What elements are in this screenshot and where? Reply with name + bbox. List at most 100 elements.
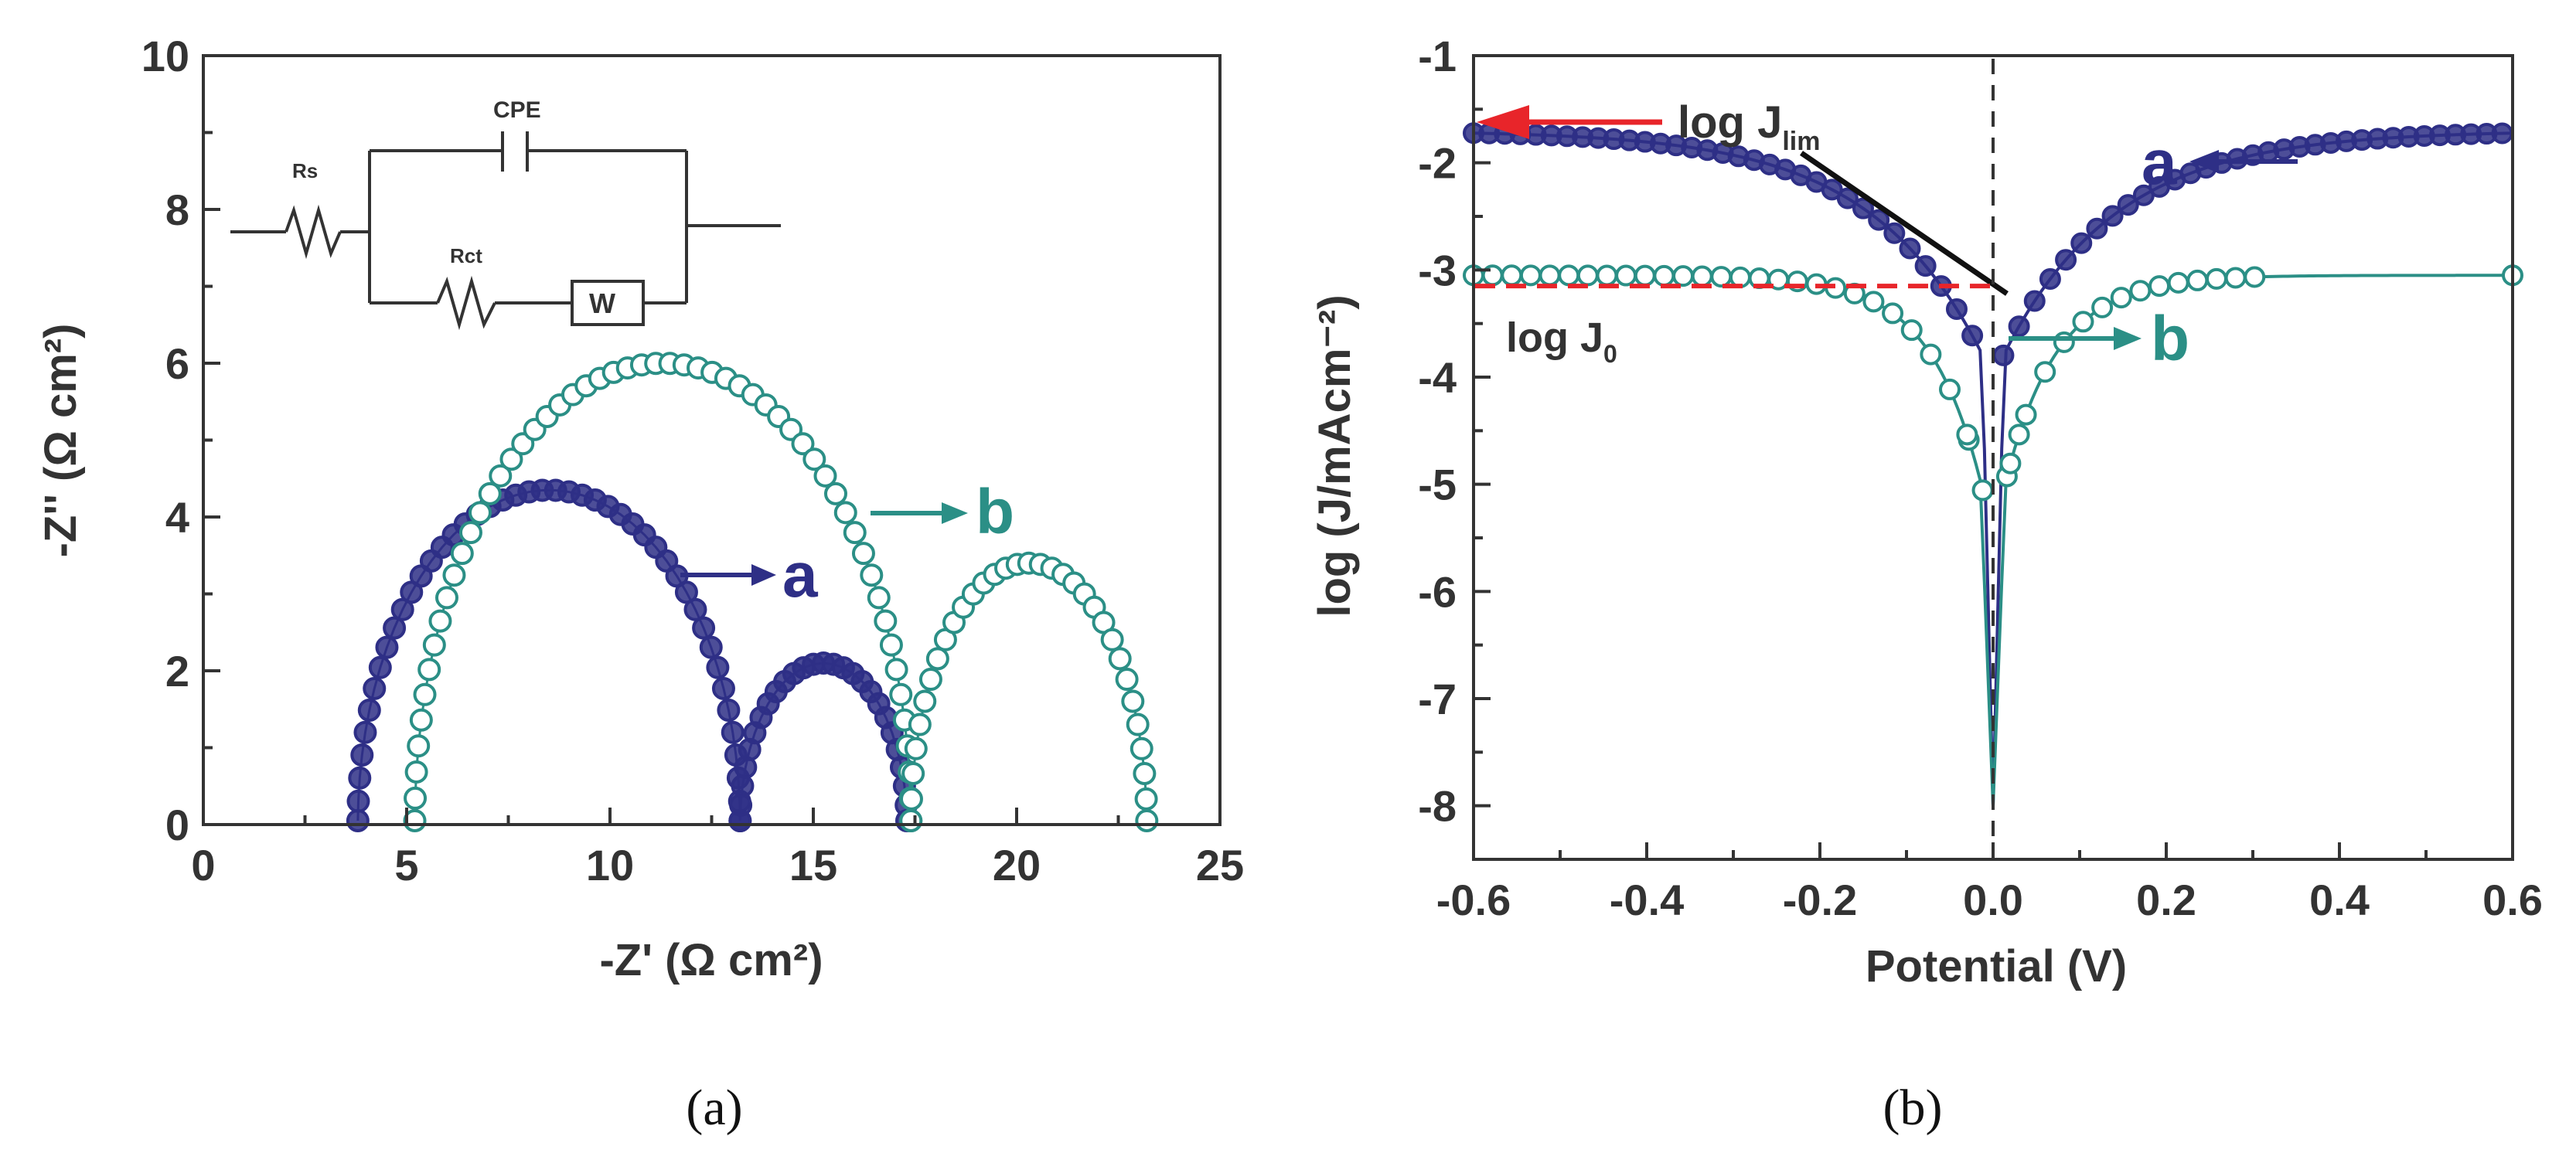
panel-a-point-a bbox=[699, 635, 723, 659]
log-j0-text: log J bbox=[1506, 315, 1603, 361]
panel-a-caption: (a) bbox=[686, 1080, 742, 1136]
panel-b-point-b bbox=[2008, 423, 2030, 446]
panel-b-point-a bbox=[1852, 197, 1874, 219]
panel-b-ticks: -0.6 -0.4 -0.2 0.0 0.2 0.4 0.6 -8 -7 -6 -5 -4 -3 -2 -1 bbox=[1418, 32, 2543, 924]
panel-b-point-b bbox=[1691, 265, 1713, 287]
panel-b-point-b bbox=[1519, 264, 1542, 287]
panel-b-x-axis-label: Potential (V) bbox=[1866, 941, 2127, 991]
panel-b-point-a bbox=[1868, 209, 1890, 231]
panel-b-point-b bbox=[1920, 343, 1942, 366]
panel-a-arrow-b bbox=[871, 502, 968, 524]
panel-a-point-b bbox=[404, 786, 428, 810]
panel-b-point-a bbox=[2055, 249, 2077, 271]
panel-b-y-tick-label: -5 bbox=[1418, 461, 1457, 509]
circuit-w-label: W bbox=[589, 287, 615, 319]
panel-b-x-tick-label: 0.2 bbox=[2136, 876, 2196, 924]
panel-a-point-b bbox=[489, 464, 513, 488]
panel-a-ticks: 0 5 10 15 20 25 0 2 4 6 8 10 bbox=[141, 32, 1244, 889]
panel-a-point-a bbox=[350, 743, 374, 767]
panel-a-point-b bbox=[823, 481, 847, 505]
log-jlim-red-arrow bbox=[1477, 105, 1662, 139]
panel-b-point-b bbox=[2053, 331, 2075, 353]
panel-b-point-a bbox=[2491, 122, 2513, 145]
panel-a-point-b bbox=[925, 647, 949, 671]
panel-a-y-tick-label: 6 bbox=[165, 339, 189, 388]
panel-b-point-a bbox=[2117, 194, 2139, 216]
panel-a-point-b bbox=[1121, 689, 1145, 713]
panel-a-point-b bbox=[867, 586, 891, 610]
panel-a-x-tick-label: 15 bbox=[789, 841, 837, 889]
panel-a-point-b bbox=[884, 658, 908, 682]
panel-b-x-tick-label: 0.6 bbox=[2482, 876, 2543, 924]
panel-b-point-a bbox=[2023, 290, 2046, 312]
panel-b-point-b bbox=[1558, 264, 1580, 287]
panel-b-point-a bbox=[2070, 232, 2093, 254]
log-jlim-pointer-line bbox=[1800, 151, 2009, 296]
equivalent-circuit-inset bbox=[230, 131, 781, 331]
panel-b-point-b bbox=[1882, 302, 1904, 325]
panel-b-point-b bbox=[2224, 267, 2247, 289]
panel-b-x-tick-label: 0.0 bbox=[1963, 876, 2023, 924]
log-jlim-label: log Jlim bbox=[1678, 97, 1820, 156]
panel-b-point-b bbox=[2148, 275, 2171, 298]
panel-b-point-b bbox=[2072, 311, 2094, 333]
panel-a-point-b bbox=[791, 432, 815, 456]
panel-a-point-b bbox=[899, 787, 923, 811]
panel-a-point-b bbox=[1130, 736, 1153, 760]
panel-b-point-b bbox=[1615, 264, 1637, 287]
panel-b-point-a bbox=[2101, 205, 2124, 227]
panel-a-point-b bbox=[442, 563, 466, 587]
panel-a-y-tick-label: 2 bbox=[165, 647, 189, 696]
panel-a-y-axis-label: -Z'' (Ω cm²) bbox=[36, 324, 86, 558]
panel-a-point-b bbox=[913, 689, 937, 713]
panel-a-point-b bbox=[417, 658, 441, 682]
panel-b-point-b bbox=[1501, 264, 1523, 287]
panel-a-eis-plot: 0 5 10 15 20 25 0 2 4 6 8 10 CPE Rs Rct W bbox=[36, 32, 1244, 1136]
panel-b-point-a bbox=[1914, 255, 1937, 277]
panel-a-y-tick-label: 10 bbox=[141, 32, 189, 80]
panel-b-point-a bbox=[2008, 315, 2030, 338]
panel-a-point-b bbox=[404, 760, 428, 784]
panel-a-point-b bbox=[851, 542, 875, 566]
panel-a-point-a bbox=[363, 676, 387, 700]
panel-a-point-b bbox=[1115, 668, 1139, 692]
panel-a-label-b: b bbox=[976, 477, 1014, 547]
panel-b-point-a bbox=[2039, 268, 2061, 291]
log-jlim-subscript: lim bbox=[1782, 127, 1820, 156]
panel-a-point-a bbox=[375, 635, 399, 659]
panel-b-label-a: a bbox=[2142, 128, 2178, 198]
circuit-cpe-label: CPE bbox=[493, 97, 541, 123]
panel-a-point-b bbox=[422, 633, 446, 657]
panel-b-series-a-line bbox=[1473, 131, 2513, 806]
panel-a-point-b bbox=[918, 668, 942, 692]
panel-a-point-a bbox=[729, 793, 753, 817]
panel-a-point-a bbox=[731, 774, 755, 798]
panel-b-point-b bbox=[1576, 264, 1599, 287]
panel-a-point-b bbox=[908, 713, 932, 736]
panel-a-point-b bbox=[860, 563, 884, 587]
panel-b-y-tick-label: -4 bbox=[1418, 353, 1457, 402]
panel-b-tafel-plot: -0.6 -0.4 -0.2 0.0 0.2 0.4 0.6 -8 -7 -6 -5 -4 -3 -2 -1… bbox=[1310, 32, 2543, 1136]
panel-a-x-tick-label: 20 bbox=[993, 841, 1041, 889]
panel-a-point-b bbox=[1108, 647, 1132, 671]
panel-b-point-b bbox=[1999, 452, 2022, 474]
panel-b-point-b bbox=[2186, 269, 2209, 291]
panel-b-x-tick-label: 0.4 bbox=[2309, 876, 2370, 924]
panel-a-x-tick-label: 10 bbox=[586, 841, 634, 889]
panel-a-point-a bbox=[717, 698, 741, 722]
panel-b-caption: (b) bbox=[1883, 1080, 1943, 1136]
panel-b-y-tick-label: -7 bbox=[1418, 675, 1457, 723]
panel-b-point-b bbox=[1596, 264, 1618, 287]
panel-b-point-a bbox=[1883, 222, 1906, 244]
panel-a-point-b bbox=[478, 481, 502, 505]
panel-a-point-a bbox=[683, 597, 707, 621]
panel-a-point-b bbox=[843, 521, 867, 545]
panel-b-point-b bbox=[1862, 291, 1885, 313]
panel-b-point-b bbox=[2244, 266, 2266, 288]
panel-a-label-a: a bbox=[782, 540, 819, 611]
panel-a-point-b bbox=[450, 542, 474, 566]
panel-a-y-tick-label: 8 bbox=[165, 185, 189, 234]
panel-b-point-a bbox=[1836, 187, 1859, 209]
panel-a-point-a bbox=[353, 720, 377, 744]
panel-b-point-b bbox=[2167, 271, 2189, 294]
